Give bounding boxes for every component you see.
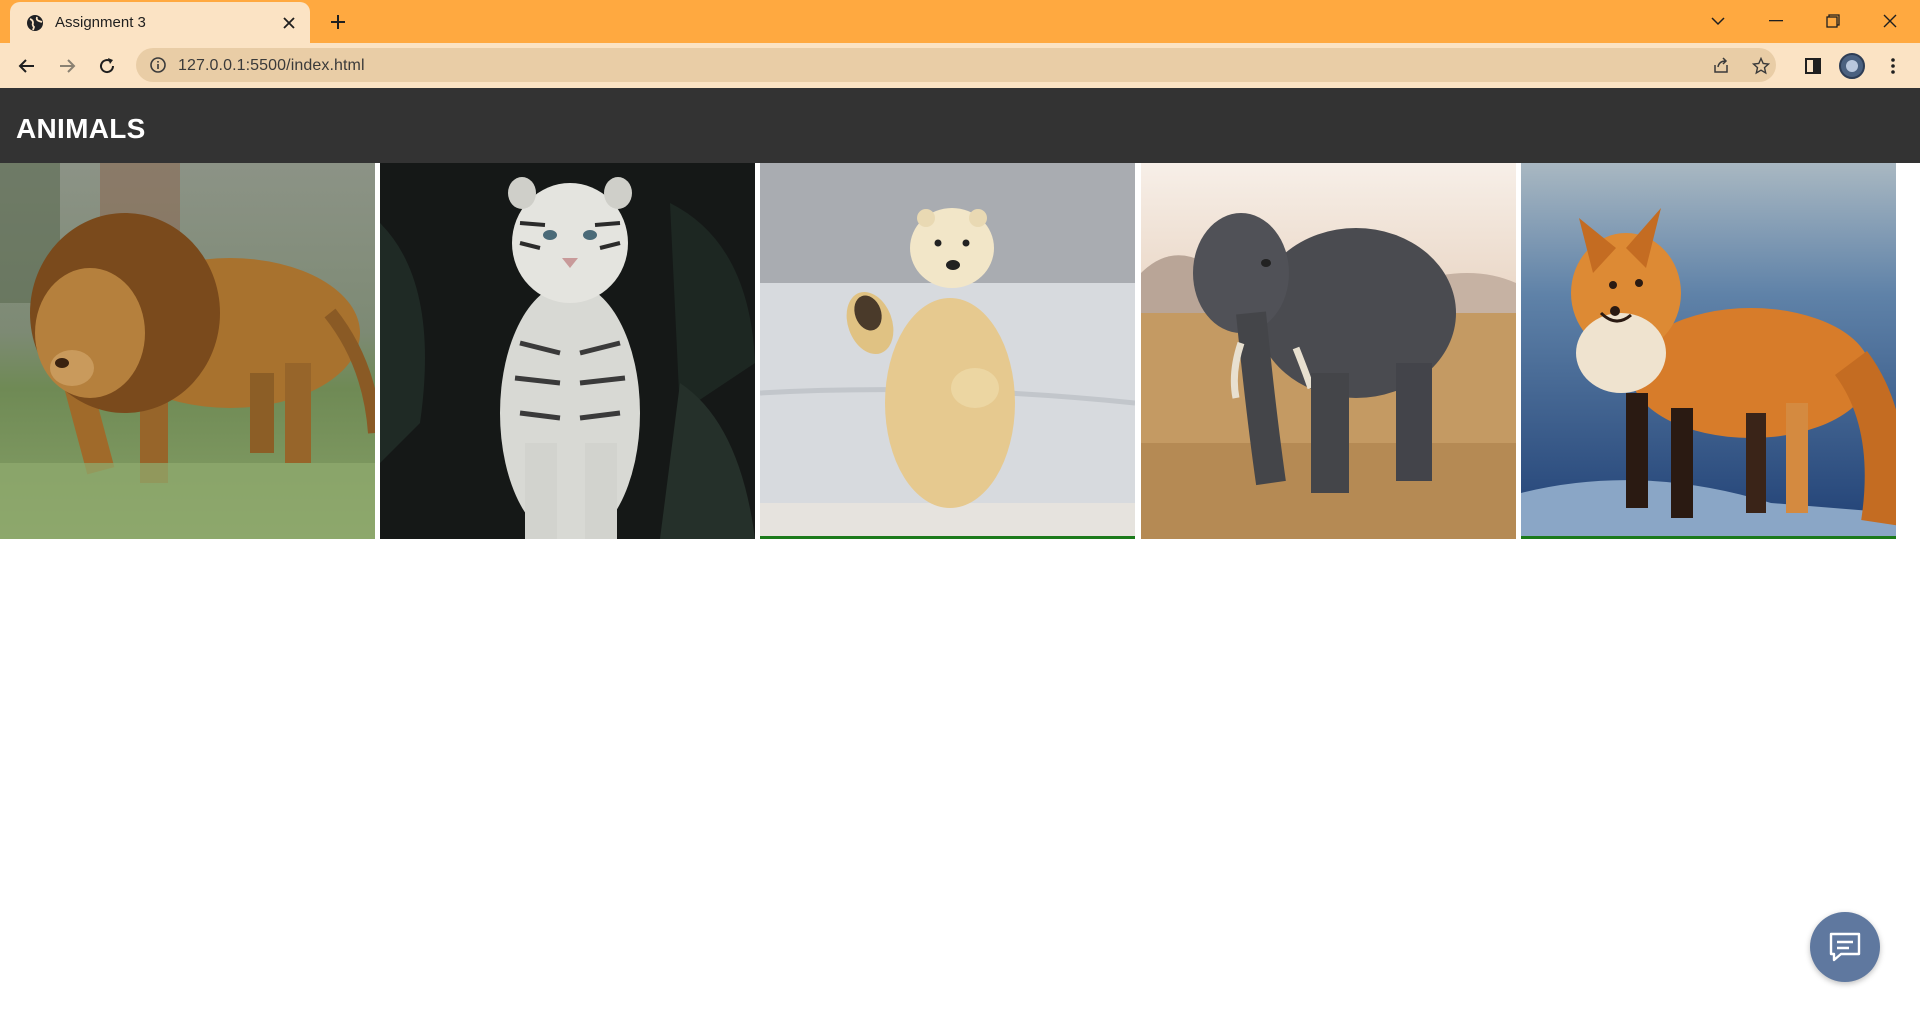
animal-gallery bbox=[0, 163, 1920, 539]
browser-tab-strip: Assignment 3 bbox=[0, 0, 1920, 43]
side-panel-icon[interactable] bbox=[1800, 53, 1826, 79]
globe-icon bbox=[27, 15, 43, 31]
back-icon[interactable] bbox=[14, 53, 40, 79]
chat-icon bbox=[1829, 932, 1861, 962]
tab-search-icon[interactable] bbox=[1696, 6, 1740, 36]
url-text[interactable]: 127.0.0.1:5500/index.html bbox=[178, 57, 365, 74]
chat-button[interactable] bbox=[1810, 912, 1880, 982]
white-tiger-image bbox=[380, 163, 755, 539]
page-header: ANIMALS bbox=[0, 88, 1920, 163]
forward-icon[interactable] bbox=[54, 53, 80, 79]
bookmark-star-icon[interactable] bbox=[1750, 55, 1772, 77]
profile-avatar[interactable] bbox=[1839, 53, 1865, 79]
browser-toolbar: 127.0.0.1:5500/index.html bbox=[0, 43, 1920, 88]
elephant-image bbox=[1141, 163, 1516, 539]
reload-icon[interactable] bbox=[94, 53, 120, 79]
minimize-icon[interactable] bbox=[1754, 6, 1798, 36]
close-tab-icon[interactable] bbox=[278, 12, 300, 34]
page-title: ANIMALS bbox=[16, 113, 146, 144]
share-icon[interactable] bbox=[1710, 55, 1732, 77]
red-fox-image bbox=[1521, 163, 1896, 539]
address-bar[interactable]: 127.0.0.1:5500/index.html bbox=[136, 48, 1776, 82]
lion-image bbox=[0, 163, 375, 539]
restore-icon[interactable] bbox=[1811, 6, 1855, 36]
tab-title: Assignment 3 bbox=[55, 14, 146, 31]
new-tab-icon[interactable] bbox=[326, 10, 350, 34]
close-window-icon[interactable] bbox=[1868, 6, 1912, 36]
browser-tab[interactable]: Assignment 3 bbox=[10, 2, 310, 43]
site-info-icon[interactable] bbox=[149, 56, 167, 74]
more-menu-icon[interactable] bbox=[1880, 53, 1906, 79]
polar-bear-image bbox=[760, 163, 1135, 539]
